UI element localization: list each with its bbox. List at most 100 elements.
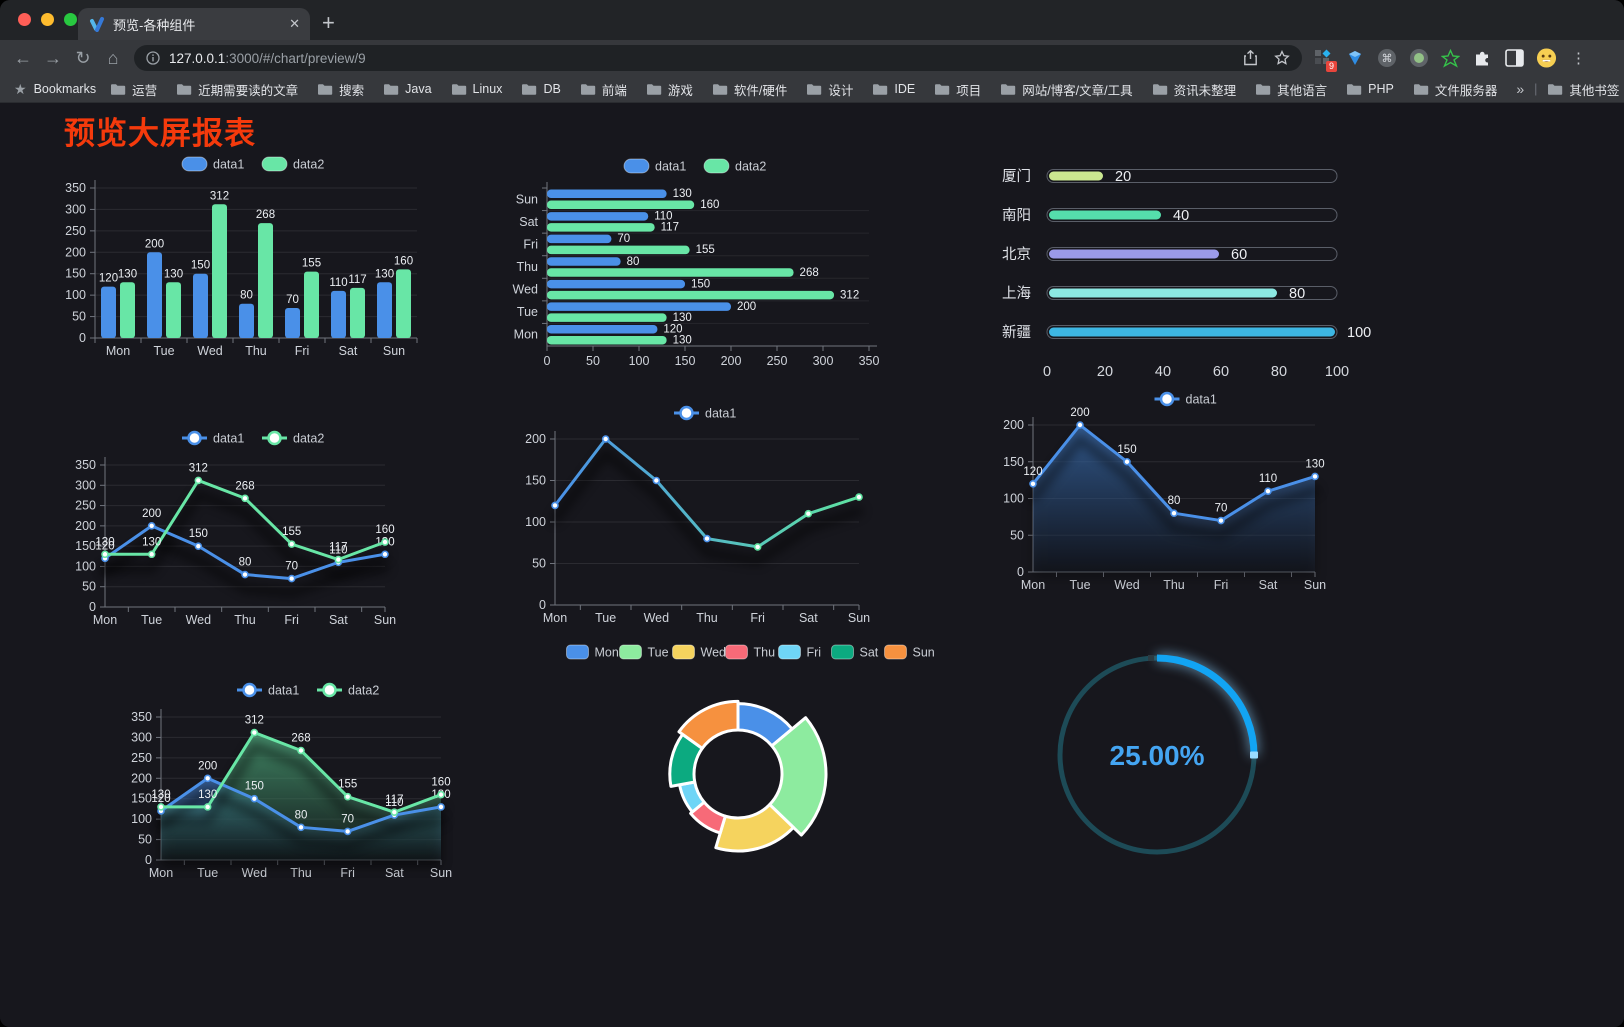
svg-text:Sat: Sat <box>329 613 348 627</box>
browser-toolbar: ← → ↻ ⌂ 127.0.0.1:3000/#/chart/preview/9 <box>0 40 1624 76</box>
bookmark-folder[interactable]: 其他语言 <box>1255 80 1327 99</box>
bookmark-folder[interactable]: 前端 <box>580 80 627 99</box>
browser-menu-icon[interactable]: ⋮ <box>1571 50 1586 67</box>
chart-legend[interactable]: data1 <box>674 405 736 421</box>
bookmark-folder[interactable]: 搜索 <box>317 80 364 99</box>
extension-star-icon[interactable] <box>1440 48 1461 69</box>
area-line-chart[interactable]: data1 0 50 100 150 200 Mon Tue Wed Thu Fri Sat Sun 12… <box>985 388 1390 602</box>
sidebar-panel-icon[interactable] <box>1504 48 1525 69</box>
extension-record-icon[interactable] <box>1408 48 1429 69</box>
forward-icon[interactable]: → <box>44 47 62 68</box>
bookmark-folder[interactable]: Java <box>383 82 432 96</box>
bookmark-folder[interactable]: 资讯未整理 <box>1152 80 1236 99</box>
tab-close-icon[interactable]: ✕ <box>289 16 300 31</box>
profile-avatar[interactable] <box>1536 48 1557 69</box>
svg-text:100: 100 <box>131 812 152 826</box>
other-bookmarks-folder[interactable]: 其他书签 <box>1547 80 1619 99</box>
svg-text:150: 150 <box>675 354 696 368</box>
extension-puzzle-icon[interactable] <box>1472 48 1493 69</box>
svg-text:110: 110 <box>1259 473 1277 485</box>
folder-icon <box>1256 83 1271 95</box>
svg-text:268: 268 <box>235 480 254 492</box>
bookmark-folder[interactable]: IDE <box>872 82 915 96</box>
bookmark-label: PHP <box>1368 82 1394 96</box>
svg-text:25.00%: 25.00% <box>1110 740 1205 771</box>
bookmark-folder[interactable]: 文件服务器 <box>1413 80 1497 99</box>
close-window-button[interactable] <box>18 13 31 26</box>
svg-text:Tue: Tue <box>197 866 218 880</box>
chart-legend[interactable]: data1 data2 <box>237 682 379 698</box>
svg-text:50: 50 <box>82 580 96 594</box>
address-bar[interactable]: 127.0.0.1:3000/#/chart/preview/9 <box>134 45 1302 71</box>
two-series-area-chart-svg: data1 data2 0 50 100 150 200 250 300 350 Mon Tue Wed… <box>131 682 452 880</box>
svg-text:Sun: Sun <box>430 866 452 880</box>
extension-gem-icon[interactable] <box>1344 48 1365 69</box>
svg-text:data2: data2 <box>293 432 324 446</box>
svg-text:70: 70 <box>617 233 630 245</box>
extension-grid-icon[interactable]: 9 <box>1312 48 1337 72</box>
bookmark-folder[interactable]: PHP <box>1346 82 1394 96</box>
svg-text:厦门: 厦门 <box>1002 168 1031 185</box>
bookmark-folder[interactable]: 软件/硬件 <box>712 80 787 99</box>
svg-text:150: 150 <box>75 539 96 553</box>
svg-text:130: 130 <box>673 188 692 200</box>
bookmark-star-icon[interactable] <box>1274 50 1290 66</box>
chart-legend[interactable]: data1 <box>1154 391 1217 407</box>
bookmark-label: DB <box>543 82 561 96</box>
svg-text:110: 110 <box>654 211 672 223</box>
bookmark-folder[interactable]: 网站/博客/文章/工具 <box>1000 80 1133 99</box>
folder-icon <box>873 83 888 95</box>
svg-text:160: 160 <box>700 199 719 211</box>
chart-legend[interactable]: data1 data2 <box>182 430 324 446</box>
svg-text:150: 150 <box>691 278 710 290</box>
gradient-line-chart[interactable]: data1 0 50 100 150 200 Mon Tue Wed Thu Fri Sat Sun <box>497 400 917 628</box>
new-tab-button[interactable]: + <box>322 10 335 35</box>
bookmark-folder[interactable]: 项目 <box>934 80 981 99</box>
chart-legend[interactable]: Mon Tue Wed Thu Fri Sat Sun <box>566 644 935 660</box>
bookmark-folder[interactable]: 近期需要读的文章 <box>176 80 298 99</box>
chart-legend[interactable]: data1 data2 <box>181 156 324 172</box>
bookmarks-label[interactable]: Bookmarks <box>33 82 97 96</box>
svg-text:300: 300 <box>813 354 834 368</box>
two-series-area-chart[interactable]: data1 data2 0 50 100 150 200 250 300 350 Mon Tue Wed… <box>100 676 520 891</box>
capsule-bar-chart[interactable]: 厦门 20 南阳 40 北京 60 上海 80 新疆 100 0 20 40 60 80 100 <box>985 150 1393 390</box>
bookmark-folder[interactable]: 游戏 <box>646 80 693 99</box>
browser-tab[interactable]: 预览-各种组件 ✕ <box>78 8 310 40</box>
ring-gauge-chart[interactable]: 25.00% <box>1040 638 1360 890</box>
other-bookmarks-label: 其他书签 <box>1569 83 1620 98</box>
svg-text:data2: data2 <box>293 158 324 172</box>
two-series-line-chart[interactable]: data1 data2 0 50 100 150 200 250 300 350 Mon Tue Wed… <box>45 424 465 639</box>
svg-text:200: 200 <box>65 245 86 259</box>
grouped-bar-chart[interactable]: data1 data2 0 50 100 150 200 250 300 350 Mon 120 130… <box>45 150 465 365</box>
bookmark-folder[interactable]: 设计 <box>806 80 853 99</box>
svg-text:312: 312 <box>210 190 229 202</box>
rose-pie-chart[interactable]: Mon Tue Wed Thu Fri Sat Sun <box>540 640 960 888</box>
bookmarks-overflow-chevron[interactable]: » <box>1516 81 1525 97</box>
horizontal-bar-chart[interactable]: data1 data2 0 50 100 150 200 250 300 350 Sun 130 160… <box>497 152 897 372</box>
url-host: 127.0.0.1 <box>169 50 226 66</box>
svg-text:130: 130 <box>673 334 692 346</box>
svg-text:Wed: Wed <box>186 613 212 627</box>
folder-icon <box>1347 83 1362 95</box>
svg-text:160: 160 <box>431 777 450 789</box>
extension-command-icon[interactable]: ⌘ <box>1376 48 1397 69</box>
bookmark-folder[interactable]: DB <box>521 82 561 96</box>
site-info-icon[interactable] <box>146 51 160 65</box>
minimize-window-button[interactable] <box>41 13 54 26</box>
svg-text:南阳: 南阳 <box>1002 207 1031 224</box>
folder-icon <box>318 83 333 95</box>
bookmark-folder[interactable]: 运营 <box>110 80 157 99</box>
reload-icon[interactable]: ↻ <box>75 47 91 68</box>
share-icon[interactable] <box>1243 50 1258 66</box>
bookmark-label: 运营 <box>132 83 158 98</box>
back-icon[interactable]: ← <box>14 47 32 68</box>
svg-text:100: 100 <box>75 559 96 573</box>
chart-legend[interactable]: data1 data2 <box>623 158 766 174</box>
home-icon[interactable]: ⌂ <box>107 47 119 68</box>
bookmark-folder[interactable]: Linux <box>451 82 502 96</box>
traffic-lights[interactable] <box>18 13 77 26</box>
bookmarks-star-icon[interactable]: ★ <box>14 80 27 97</box>
svg-text:Sun: Sun <box>383 344 405 358</box>
svg-text:Fri: Fri <box>807 646 822 660</box>
zoom-window-button[interactable] <box>64 13 77 26</box>
